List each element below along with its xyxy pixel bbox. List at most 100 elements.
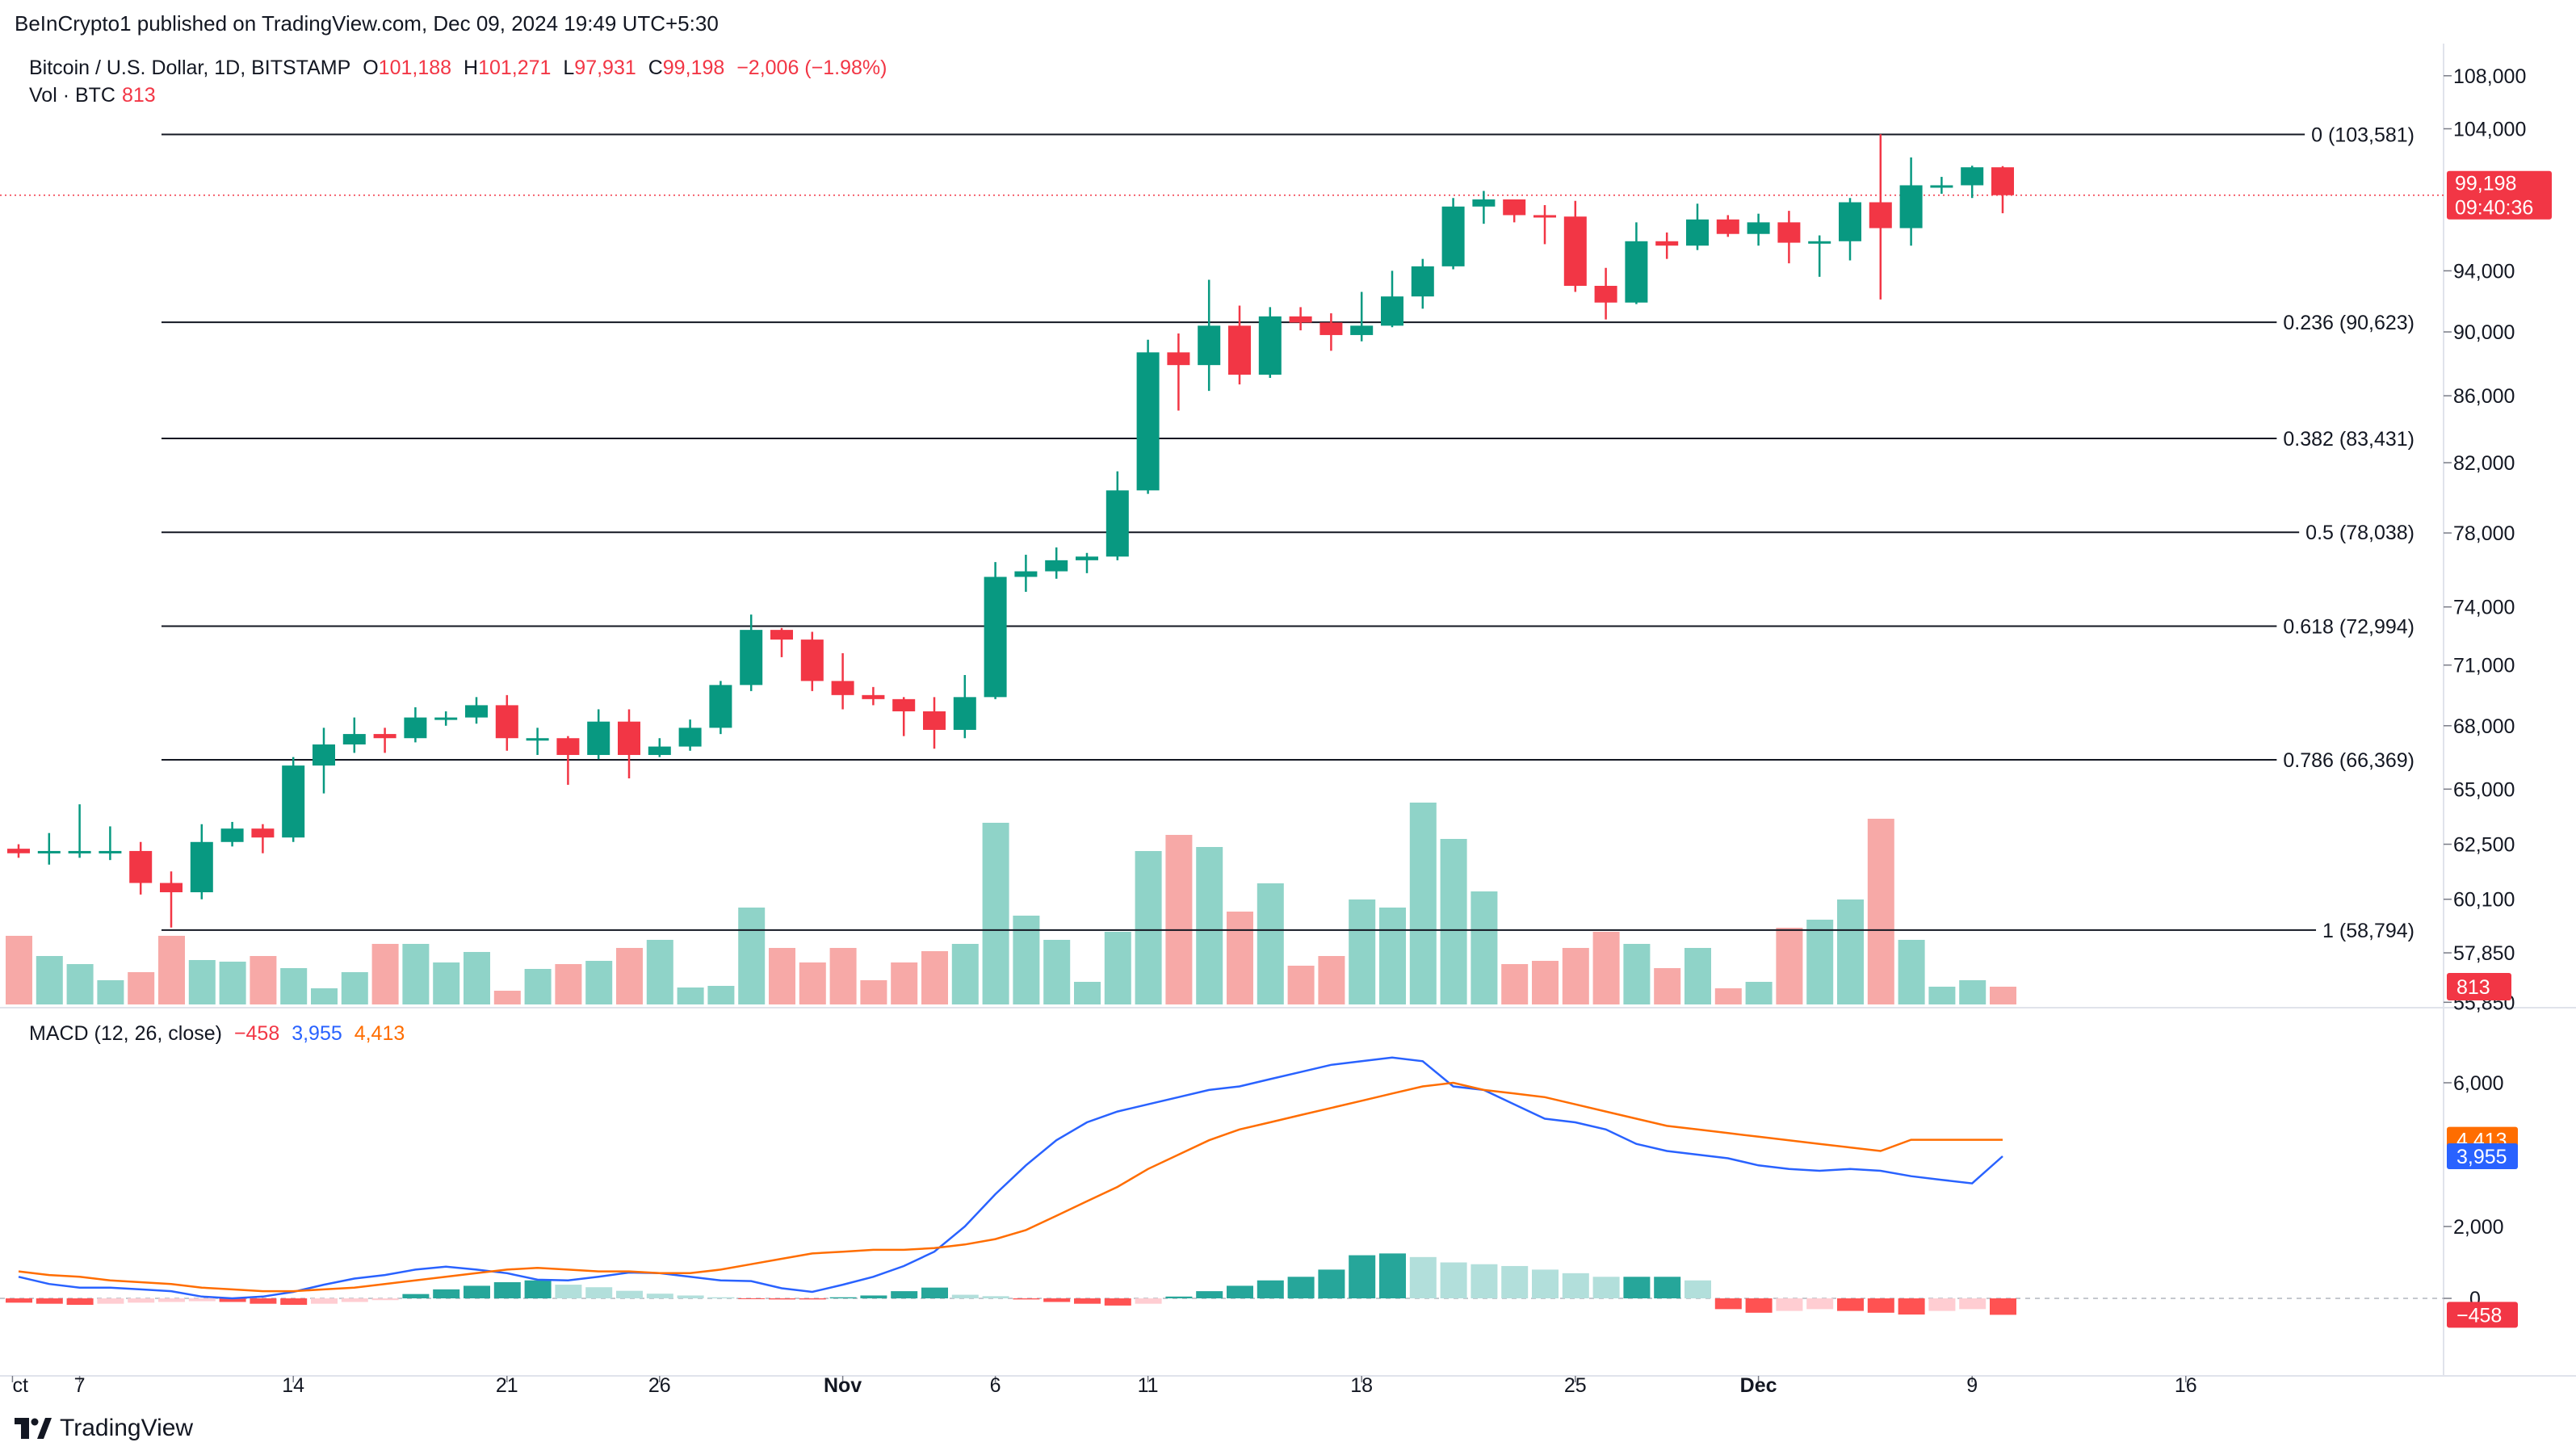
- volume-bar: [280, 968, 308, 1004]
- time-axis-label: 11: [1138, 1374, 1159, 1397]
- macd-histogram-bar: [464, 1285, 490, 1298]
- time-axis-label: 18: [1350, 1374, 1373, 1397]
- macd-histogram-bar: [1776, 1298, 1803, 1311]
- fib-level-label: 1 (58,794): [2322, 920, 2414, 942]
- time-axis-label: 14: [282, 1374, 304, 1397]
- volume-bar: [799, 962, 826, 1004]
- publish-attribution: BeInCrypto1 published on TradingView.com…: [15, 11, 719, 36]
- volume-bar: [371, 944, 399, 1004]
- macd-histogram-bar: [1959, 1298, 1987, 1310]
- volume-bar: [1349, 899, 1376, 1004]
- fib-level-label: 0.618 (72,994): [2283, 615, 2414, 638]
- price-axis-label: 68,000: [2453, 715, 2515, 738]
- macd-histogram-bar: [36, 1298, 63, 1304]
- volume-bar: [982, 823, 1009, 1004]
- macd-histogram-bar: [1928, 1298, 1956, 1311]
- candle-body: [648, 746, 671, 756]
- volume-bar: [158, 936, 185, 1004]
- candle-body: [740, 630, 763, 686]
- candle-body: [1014, 571, 1038, 577]
- volume-bar: [66, 964, 94, 1004]
- candle-body: [709, 685, 732, 728]
- price-axis-label: 86,000: [2453, 385, 2515, 408]
- fib-label-bg: [2276, 748, 2421, 774]
- volume-legend: Vol · BTC 813: [29, 84, 156, 107]
- volume-bar: [524, 969, 552, 1004]
- volume-bar: [1562, 948, 1589, 1004]
- histogram-tag: [2447, 1302, 2518, 1328]
- candle-body: [1381, 296, 1403, 326]
- macd-histogram-bar: [1714, 1298, 1742, 1310]
- macd-histogram-bar: [250, 1298, 277, 1304]
- macd-histogram-bar: [402, 1294, 430, 1298]
- macd-histogram-bar: [1592, 1277, 1620, 1298]
- candle-body: [1808, 241, 1831, 244]
- macd-histogram-bar: [1837, 1298, 1864, 1311]
- volume-bar: [860, 980, 887, 1004]
- macd-histogram-bar: [1349, 1255, 1376, 1298]
- volume-bar: [1592, 932, 1620, 1004]
- volume-bar: [646, 940, 673, 1004]
- time-axis-label: 16: [2175, 1374, 2197, 1397]
- macd-histogram-bar: [1471, 1264, 1498, 1298]
- candle-body: [373, 734, 396, 739]
- volume-bar: [1928, 987, 1956, 1004]
- macd-legend: MACD (12, 26, close) −458 3,955 4,413: [29, 1022, 405, 1046]
- volume-bar: [1409, 803, 1437, 1004]
- volume-bar: [1898, 940, 1925, 1004]
- macd-histogram-bar: [433, 1289, 460, 1298]
- candle-body: [68, 850, 91, 853]
- candle-body: [99, 850, 122, 853]
- macd-histogram-bar: [6, 1298, 32, 1303]
- candle-body: [587, 721, 610, 756]
- fib-level-label: 0.786 (66,369): [2283, 749, 2414, 772]
- fibonacci-retracement: 0 (103,581) 0.236 (90,623) 0.382 (83,431) 0…: [162, 122, 2421, 944]
- volume-bar: [311, 988, 338, 1004]
- candle-body: [892, 698, 916, 711]
- macd-histogram-bar: [66, 1298, 94, 1306]
- volume-bar: [1684, 948, 1711, 1004]
- volume-bar: [128, 972, 155, 1004]
- candle-body: [465, 705, 488, 718]
- price-axis-label: 71,000: [2453, 655, 2515, 677]
- time-axis-label: Dec: [1740, 1374, 1777, 1397]
- volume-label: Vol · BTC: [29, 84, 115, 107]
- candle-body: [556, 738, 580, 756]
- macd-histogram-bar: [371, 1298, 399, 1301]
- candle-body: [1594, 286, 1617, 303]
- volume-bar: [1471, 891, 1498, 1004]
- fib-label-bg: [2305, 122, 2421, 149]
- volume-bar: [464, 952, 490, 1004]
- candle-body: [1198, 325, 1221, 366]
- candle-body: [1319, 322, 1343, 335]
- volume-bar: [555, 964, 582, 1004]
- signal-line: [18, 1081, 2003, 1293]
- candle-body: [1777, 222, 1801, 243]
- fib-label-bg: [2299, 520, 2421, 547]
- macd-histogram-bar: [921, 1287, 948, 1298]
- volume-bar: [6, 936, 32, 1004]
- volume-bar: [1440, 839, 1467, 1004]
- volume-bar: [250, 956, 277, 1004]
- macd-histogram-bar: [128, 1298, 155, 1303]
- volume-bar: [1104, 932, 1131, 1004]
- time-axis-label: 7: [74, 1374, 86, 1397]
- macd-histogram-bar: [219, 1298, 246, 1302]
- volume-bar: [1318, 956, 1345, 1004]
- macd-histogram-bar: [1745, 1298, 1773, 1313]
- tradingview-brand[interactable]: TradingView: [15, 1415, 193, 1442]
- fib-label-bg: [2276, 614, 2421, 640]
- candle-body: [770, 630, 793, 640]
- candle-body: [678, 728, 702, 747]
- candle-body: [1503, 199, 1526, 216]
- volume-bar: [1623, 944, 1651, 1004]
- candle-body: [434, 717, 458, 720]
- volume-bar: [1287, 966, 1315, 1004]
- volume-bar: [188, 960, 216, 1004]
- candle-body: [1839, 202, 1861, 241]
- volume-bar: [1165, 835, 1193, 1004]
- volume-bar: [1135, 851, 1162, 1004]
- volume-bar: [97, 980, 124, 1004]
- macd-histogram-bar: [677, 1295, 704, 1298]
